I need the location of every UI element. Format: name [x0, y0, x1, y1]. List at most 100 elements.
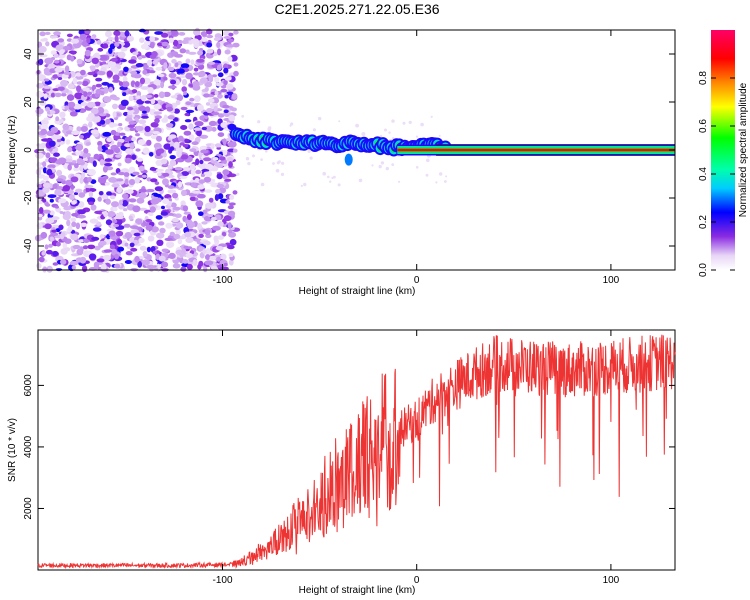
spectrogram-cell [110, 57, 118, 62]
spectrogram-cell [392, 137, 395, 140]
spectrogram-cell [216, 41, 221, 49]
spectrogram-cell [43, 93, 48, 99]
spectrogram-cell [59, 119, 64, 124]
spectrogram-cell [124, 178, 129, 185]
spectrogram-cell [217, 235, 224, 240]
spectrogram-cell [81, 40, 88, 47]
spectrogram-cell [113, 206, 118, 212]
spectrogram-cell [97, 47, 104, 52]
spectrogram-cell [170, 146, 175, 151]
spectrogram-cell [104, 163, 113, 167]
spectrogram-cell [109, 122, 115, 128]
spectrogram-cell [56, 178, 64, 182]
spectrogram-cell [228, 161, 233, 168]
spectrogram-cell [100, 102, 106, 107]
spectrogram-cell [63, 71, 71, 75]
spectrogram-cell [439, 172, 443, 176]
spectrogram-cell [177, 238, 183, 245]
spectrogram-cell [281, 161, 285, 165]
spectrogram-cell [82, 245, 89, 250]
spectrogram-cell [195, 169, 202, 175]
spectrogram-cell [97, 140, 103, 147]
spectrogram-cell [141, 94, 147, 102]
spectrogram-cell [196, 104, 204, 112]
spectrogram-cell [107, 60, 117, 68]
spectrogram-cell [40, 123, 49, 130]
spectrogram-cell [92, 116, 101, 123]
spectrogram-cell [39, 100, 47, 106]
spectrogram-cell [216, 146, 221, 150]
snr-x-ticks: -100 0 100 [212, 330, 620, 586]
spectrogram-cell [224, 178, 232, 182]
spectrogram-cell [57, 86, 65, 91]
spectrogram-cell [70, 51, 77, 55]
spectrogram-cell [90, 204, 97, 211]
spectrogram-cell [228, 231, 237, 238]
spectrogram-cell [104, 182, 110, 186]
spectrogram-cell [66, 33, 73, 38]
spectrogram-cell [88, 201, 95, 206]
spectrogram-cell [222, 149, 228, 156]
spectrogram-cell [123, 172, 130, 177]
spectrogram-cell [117, 171, 126, 176]
spectrogram-cell [213, 37, 221, 41]
spectrogram-cell [87, 244, 96, 250]
spectrogram-cell [169, 159, 177, 167]
spectrogram-cell [226, 44, 235, 48]
spectrogram-cell [153, 79, 161, 86]
spectrogram-cell [170, 79, 177, 85]
spectrogram-cell [208, 197, 214, 203]
spectrogram-cell [161, 41, 169, 47]
spectrogram-cell [38, 256, 45, 263]
y-tick-label: 40 [23, 48, 34, 60]
spectrogram-cell [71, 265, 77, 270]
spectrogram-cell [87, 112, 95, 119]
spectrogram-cell [182, 259, 189, 264]
spectrogram-cell [67, 146, 73, 153]
y-tick-label: -40 [23, 238, 34, 253]
spectrogram-chart: -100 0 100 -40 -20 0 20 40 Height of straight … [7, 27, 676, 297]
spectrogram-cell [117, 246, 125, 252]
spectrogram-cell [175, 222, 184, 229]
spectrogram-cell [200, 173, 205, 177]
spectrogram-cell [118, 211, 124, 218]
spectrogram-cell [181, 40, 189, 44]
spectrogram-cell [158, 221, 165, 226]
spectrogram-cell [179, 175, 188, 179]
spectrogram-cell [60, 259, 67, 265]
spectrogram-cell [120, 99, 129, 107]
spectrogram-cell [99, 159, 105, 166]
spectrogram-cell [168, 252, 176, 259]
spectrogram-cell [116, 178, 124, 182]
spectrogram-cell [197, 263, 202, 270]
spectrogram-cell [54, 205, 60, 209]
spectrogram-cell [62, 185, 71, 192]
spectrogram-cell [162, 178, 169, 186]
spectrogram-cell [355, 123, 359, 128]
spectrogram-cell [218, 187, 227, 194]
spectrogram-cell [184, 231, 192, 238]
spectrogram-cell [44, 31, 51, 35]
spectrogram-cell [217, 132, 225, 138]
spectrogram-cell [76, 81, 83, 85]
spectrogram-cell [217, 193, 224, 200]
spectrogram-cell [229, 194, 235, 200]
spectrogram-cell [140, 43, 148, 50]
spectrogram-cell [214, 143, 222, 148]
spectrogram-cell [172, 192, 179, 199]
spectrogram-cell [103, 96, 112, 103]
spectrogram-cell [116, 239, 123, 245]
spectrogram-cell [105, 219, 113, 226]
spectrogram-cell [101, 194, 109, 200]
spectrogram-cell [124, 232, 133, 239]
spectrogram-cell [59, 111, 66, 119]
spectrogram-cell [77, 214, 86, 219]
spectrogram-cell [158, 255, 166, 262]
spectrogram-cell [35, 168, 42, 176]
spectrogram-cell [203, 93, 210, 98]
spectrogram-cell [47, 194, 57, 199]
spectrogram-cell [108, 177, 117, 183]
spectrogram-cell [185, 101, 192, 106]
spectrogram-cell [144, 125, 151, 133]
spectrogram-cell [52, 183, 58, 189]
